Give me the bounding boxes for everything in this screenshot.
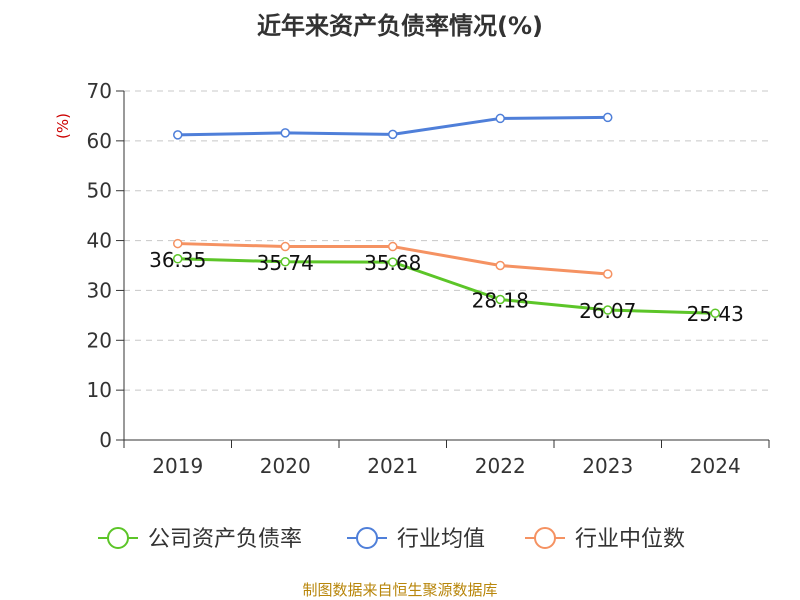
y-tick-label: 70	[87, 79, 112, 103]
y-tick-label: 40	[87, 229, 112, 253]
data-label: 28.18	[472, 289, 529, 313]
y-tick-label: 10	[87, 378, 112, 402]
y-tick-label: 30	[87, 278, 112, 302]
axes: 0 10 20 30 40 50 60 70 2019 2020 2021 2022 2023 2024	[87, 79, 770, 478]
source-note: 制图数据来自恒生聚源数据库	[302, 581, 498, 599]
legend-label: 行业均值	[397, 527, 485, 552]
data-point	[603, 112, 613, 123]
series-line-0	[177, 257, 716, 315]
legend-item-0: 公司资产负债率	[98, 527, 302, 552]
legend-item-1: 行业均值	[347, 527, 485, 552]
data-point	[388, 129, 398, 140]
data-point	[280, 241, 290, 252]
chart-title: 近年来资产负债率情况(%)	[257, 12, 543, 40]
data-point	[495, 294, 505, 305]
y-tick-label: 0	[99, 428, 112, 452]
data-point	[280, 128, 290, 138]
x-tick-label: 2024	[690, 454, 741, 478]
data-point	[173, 254, 183, 264]
x-tick-label: 2020	[260, 454, 311, 478]
data-point	[280, 257, 290, 267]
legend: 公司资产负债率 行业均值 行业中位数	[98, 527, 685, 552]
y-tick-label: 50	[87, 179, 112, 203]
y-tick-label: 20	[87, 328, 112, 352]
data-point	[603, 305, 613, 315]
data-point	[495, 260, 505, 271]
x-tick-label: 2019	[152, 454, 203, 478]
data-point	[495, 113, 505, 124]
data-point	[388, 257, 398, 267]
y-tick-label: 60	[87, 129, 112, 153]
x-tick-label: 2023	[582, 454, 633, 478]
legend-item-2: 行业中位数	[525, 527, 685, 552]
data-point	[173, 130, 183, 140]
y-axis-label: (%)	[54, 113, 72, 139]
x-tick-label: 2022	[475, 454, 526, 478]
legend-swatch-marker	[107, 527, 129, 549]
legend-label: 行业中位数	[575, 527, 685, 552]
data-point	[173, 238, 183, 249]
data-label: 36.35	[149, 248, 206, 272]
data-label: 26.07	[579, 299, 636, 323]
grid-lines	[124, 90, 769, 391]
data-label: 35.74	[257, 251, 314, 275]
legend-label: 公司资产负债率	[148, 527, 302, 552]
data-label: 25.43	[687, 302, 744, 326]
data-point	[388, 241, 398, 252]
data-point	[603, 269, 613, 279]
data-point	[710, 308, 720, 318]
legend-swatch-marker	[356, 527, 378, 549]
data-labels: 36.35 35.74 35.68 28.18 26.07 25.43	[149, 248, 744, 326]
x-tick-label: 2021	[367, 454, 418, 478]
legend-swatch-marker	[534, 527, 556, 549]
series	[173, 112, 720, 318]
data-label: 35.68	[364, 251, 421, 275]
